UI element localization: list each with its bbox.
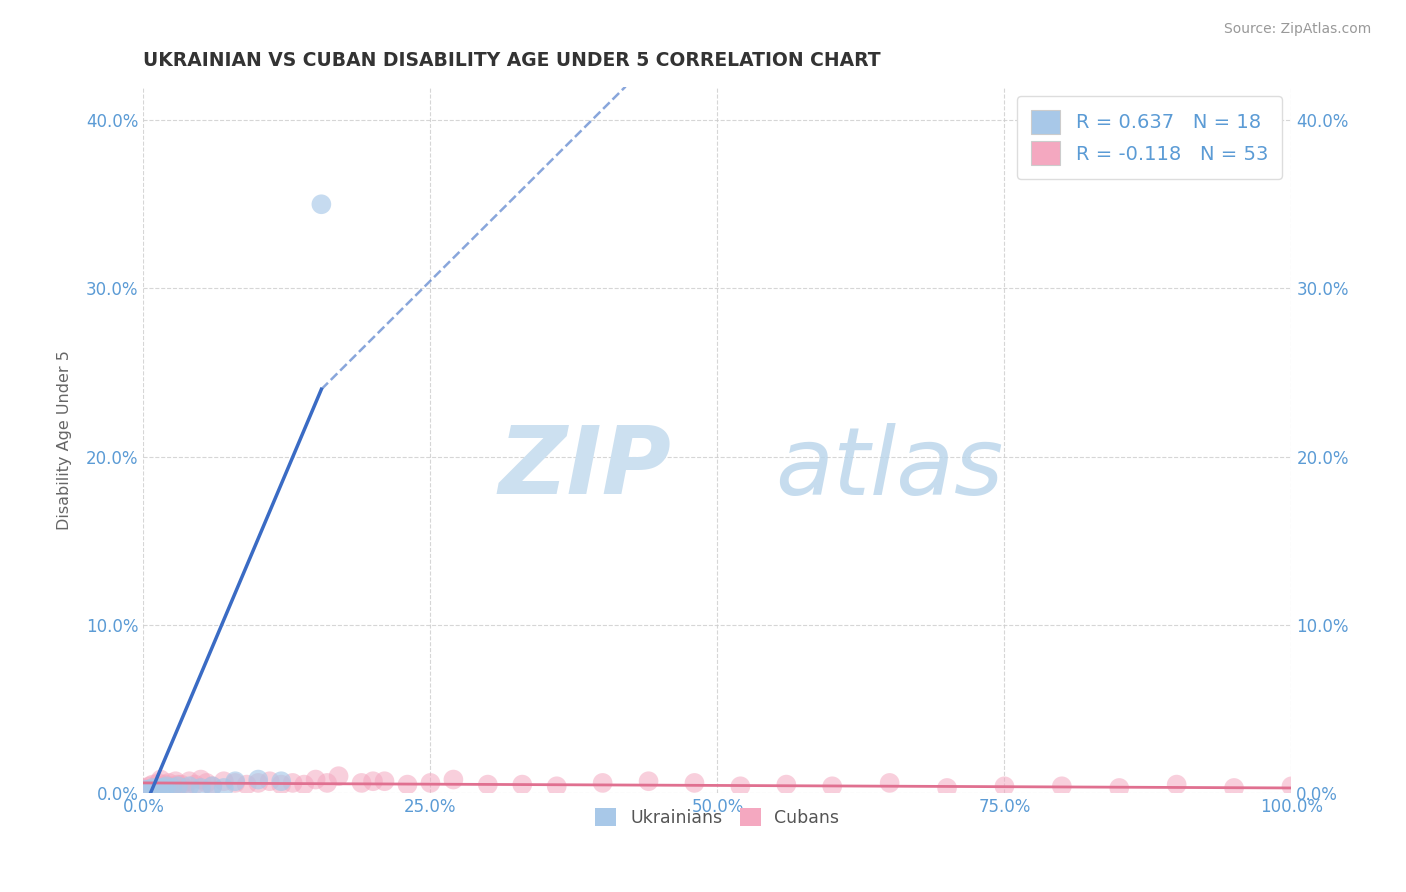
Point bbox=[165, 774, 187, 789]
Point bbox=[190, 780, 212, 795]
Point bbox=[132, 782, 155, 797]
Point bbox=[224, 774, 246, 789]
Point bbox=[132, 780, 155, 795]
Point bbox=[170, 778, 193, 792]
Point bbox=[311, 197, 333, 211]
Point bbox=[143, 782, 166, 797]
Point bbox=[179, 779, 201, 793]
Point bbox=[419, 776, 441, 790]
Point bbox=[1108, 780, 1130, 795]
Point bbox=[143, 780, 166, 795]
Point bbox=[936, 780, 959, 795]
Point bbox=[730, 779, 752, 793]
Point bbox=[546, 779, 568, 793]
Legend: Ukrainians, Cubans: Ukrainians, Cubans bbox=[589, 801, 846, 834]
Point bbox=[281, 776, 304, 790]
Point bbox=[683, 776, 706, 790]
Point bbox=[361, 774, 384, 789]
Point bbox=[201, 779, 224, 793]
Point bbox=[142, 778, 165, 792]
Y-axis label: Disability Age Under 5: Disability Age Under 5 bbox=[58, 350, 72, 530]
Point bbox=[190, 772, 212, 787]
Text: UKRAINIAN VS CUBAN DISABILITY AGE UNDER 5 CORRELATION CHART: UKRAINIAN VS CUBAN DISABILITY AGE UNDER … bbox=[143, 51, 882, 70]
Point bbox=[396, 778, 419, 792]
Point bbox=[477, 778, 499, 792]
Point bbox=[149, 780, 172, 795]
Point bbox=[1050, 779, 1073, 793]
Point bbox=[142, 780, 165, 795]
Point bbox=[328, 769, 350, 783]
Point bbox=[993, 779, 1015, 793]
Point bbox=[138, 782, 160, 797]
Point bbox=[775, 778, 797, 792]
Point bbox=[160, 779, 183, 793]
Point bbox=[138, 779, 160, 793]
Text: Source: ZipAtlas.com: Source: ZipAtlas.com bbox=[1223, 22, 1371, 37]
Point bbox=[235, 778, 257, 792]
Point bbox=[270, 774, 292, 789]
Point bbox=[592, 776, 614, 790]
Point bbox=[148, 776, 170, 790]
Point bbox=[167, 778, 190, 792]
Point bbox=[155, 778, 177, 792]
Text: ZIP: ZIP bbox=[499, 422, 672, 514]
Point bbox=[821, 779, 844, 793]
Point bbox=[224, 776, 246, 790]
Point bbox=[173, 780, 195, 795]
Point bbox=[637, 774, 659, 789]
Point bbox=[304, 772, 326, 787]
Point bbox=[212, 774, 235, 789]
Point bbox=[247, 772, 270, 787]
Point bbox=[879, 776, 901, 790]
Point bbox=[1281, 779, 1303, 793]
Point bbox=[155, 779, 177, 793]
Point bbox=[184, 778, 207, 792]
Point bbox=[441, 772, 464, 787]
Point bbox=[247, 776, 270, 790]
Point bbox=[153, 780, 176, 795]
Point bbox=[1223, 780, 1246, 795]
Point bbox=[201, 779, 224, 793]
Point bbox=[316, 776, 339, 790]
Point bbox=[195, 776, 218, 790]
Point bbox=[373, 774, 395, 789]
Point bbox=[179, 774, 201, 789]
Point bbox=[146, 780, 169, 795]
Point bbox=[157, 776, 180, 790]
Point bbox=[167, 779, 190, 793]
Point bbox=[510, 778, 533, 792]
Point bbox=[292, 778, 315, 792]
Point bbox=[270, 778, 292, 792]
Point bbox=[212, 780, 235, 795]
Point bbox=[152, 779, 174, 793]
Point bbox=[149, 772, 172, 787]
Point bbox=[259, 774, 281, 789]
Point bbox=[1166, 778, 1188, 792]
Text: atlas: atlas bbox=[776, 423, 1004, 514]
Point bbox=[160, 780, 183, 795]
Point bbox=[350, 776, 373, 790]
